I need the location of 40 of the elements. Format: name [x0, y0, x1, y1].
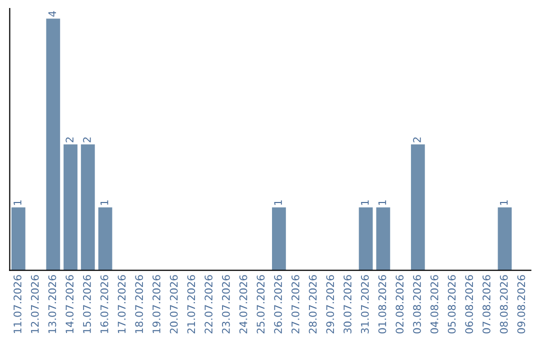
x-tick-label: 04.08.2026: [430, 275, 438, 334]
x-tick-label: 24.07.2026: [239, 275, 248, 334]
x-tick-label: 20.07.2026: [170, 275, 178, 334]
data-label: 4: [48, 11, 56, 17]
x-tick-label: 12.07.2026: [30, 275, 39, 333]
x-tick-label: 23.07.2026: [222, 275, 230, 334]
x-tick-label: 22.07.2026: [204, 275, 212, 334]
x-tick-label: 18.07.2026: [135, 275, 144, 333]
x-tick-label: 16.07.2026: [100, 275, 108, 333]
data-label: 2: [66, 137, 74, 142]
data-label: 1: [361, 200, 369, 205]
x-tick-label: 06.08.2026: [465, 275, 474, 334]
data-label: 1: [500, 200, 508, 205]
x-tick-label: 14.07.2026: [66, 275, 74, 333]
x-tick-label: 28.07.2026: [308, 275, 317, 334]
x-tick-label: 27.07.2026: [291, 275, 300, 334]
x-tick-label: 21.07.2026: [187, 275, 196, 334]
x-tick-label: 09.08.2026: [517, 275, 526, 334]
x-tick-label: 31.07.2026: [360, 275, 369, 334]
x-tick-label: 05.08.2026: [448, 275, 456, 334]
data-label: 1: [274, 200, 282, 205]
data-label: 1: [378, 200, 386, 205]
x-tick-label: 03.08.2026: [413, 275, 421, 334]
data-label: 1: [100, 200, 108, 205]
x-tick-label: 11.07.2026: [14, 275, 22, 333]
x-tick-label: 02.08.2026: [396, 275, 404, 334]
x-tick-label: 19.07.2026: [152, 275, 160, 333]
x-tick-label: 01.08.2026: [378, 275, 386, 334]
x-tick-label: 30.07.2026: [344, 275, 352, 334]
x-tick-label: 07.08.2026: [482, 275, 490, 334]
data-label: 2: [413, 137, 421, 142]
data-label: 2: [83, 137, 91, 142]
x-tick-label: 13.07.2026: [48, 275, 56, 333]
x-tick-label: 26.07.2026: [274, 275, 282, 334]
x-tick-label: 08.08.2026: [500, 275, 508, 334]
x-tick-label: 17.07.2026: [118, 275, 126, 333]
x-tick-label: 25.07.2026: [256, 275, 265, 334]
data-label: 1: [14, 200, 22, 205]
x-tick-label: 29.07.2026: [326, 275, 334, 334]
x-tick-label: 15.07.2026: [83, 275, 91, 333]
